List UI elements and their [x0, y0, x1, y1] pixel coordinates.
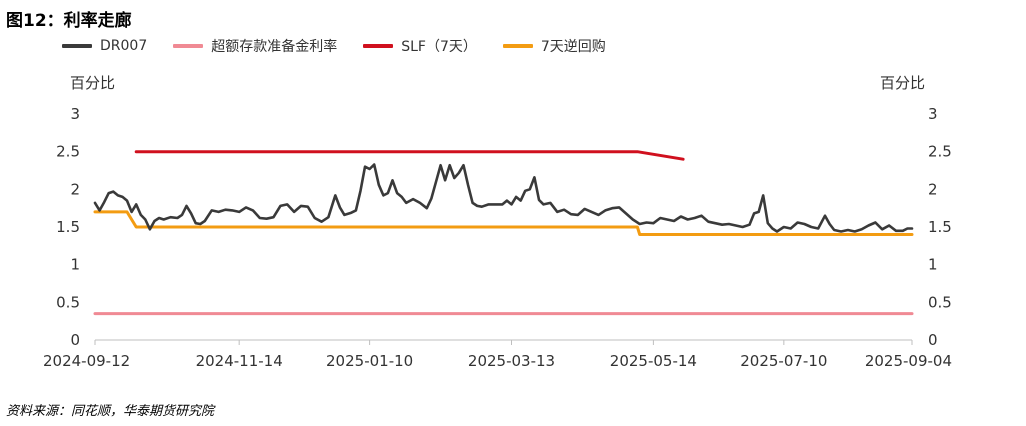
- x-tick-label: 2025-03-13: [468, 352, 555, 370]
- legend-label-7d-reverse-repo: 7天逆回购: [540, 39, 606, 55]
- y-tick-label-left: 0: [70, 331, 80, 349]
- legend: DR007 超额存款准备金利率 SLF（7天） 7天逆回购: [62, 36, 632, 56]
- x-tick-label: 2025-05-14: [610, 352, 697, 370]
- legend-swatch-slf-7d: [363, 44, 394, 48]
- y-tick-label-right: 3: [928, 105, 938, 123]
- legend-swatch-dr007: [62, 44, 92, 48]
- y-tick-label-left: 2: [70, 180, 80, 198]
- series-line-slf-7d: [134, 150, 685, 161]
- x-tick-label: 2025-07-10: [740, 352, 827, 370]
- y-axis-unit-left: 百分比: [70, 74, 116, 92]
- legend-swatch-7d-reverse-repo: [502, 44, 533, 48]
- y-tick-label-right: 2.5: [928, 143, 952, 161]
- y-tick-label-left: 1.5: [56, 218, 80, 236]
- legend-label-excess-reserve-rate: 超额存款准备金利率: [211, 39, 338, 55]
- y-tick-label-left: 1: [70, 256, 80, 274]
- series-line-dr007: [93, 163, 914, 233]
- figure-title: 图12：利率走廊: [6, 11, 132, 31]
- series-group: [93, 150, 914, 316]
- y-axis-unit-right: 百分比: [880, 74, 926, 92]
- x-tick-label: 2024-09-12: [43, 352, 130, 370]
- x-tick-label: 2024-11-14: [196, 352, 283, 370]
- legend-item-excess-reserve-rate: 超额存款准备金利率: [173, 36, 337, 56]
- legend-swatch-excess-reserve-rate: [173, 44, 204, 48]
- figure-source: 资料来源：同花顺，华泰期货研究院: [6, 404, 215, 419]
- legend-label-dr007: DR007: [100, 38, 148, 54]
- legend-item-dr007: DR007: [62, 38, 147, 54]
- x-tick-label: 2025-01-10: [326, 352, 413, 370]
- x-tick-label: 2025-09-04: [865, 352, 952, 370]
- axes-group: 0 0 0.5 0.5 1 1 1.5 1.5 2 2 2.5 2.5 3 3 2024-09-12 2024…: [43, 105, 952, 370]
- series-line-7d-reverse-repo: [93, 210, 914, 236]
- legend-label-slf-7d: SLF（7天）: [401, 39, 477, 55]
- y-tick-label-right: 0: [928, 331, 938, 349]
- legend-item-7d-reverse-repo: 7天逆回购: [502, 36, 606, 56]
- y-tick-label-right: 2: [928, 180, 938, 198]
- y-tick-label-right: 1: [928, 256, 938, 274]
- y-tick-label-left: 3: [70, 105, 80, 123]
- y-tick-label-left: 0.5: [56, 293, 80, 311]
- y-tick-label-right: 1.5: [928, 218, 952, 236]
- y-tick-label-left: 2.5: [56, 143, 80, 161]
- legend-item-slf-7d: SLF（7天）: [363, 36, 477, 56]
- y-tick-label-right: 0.5: [928, 293, 952, 311]
